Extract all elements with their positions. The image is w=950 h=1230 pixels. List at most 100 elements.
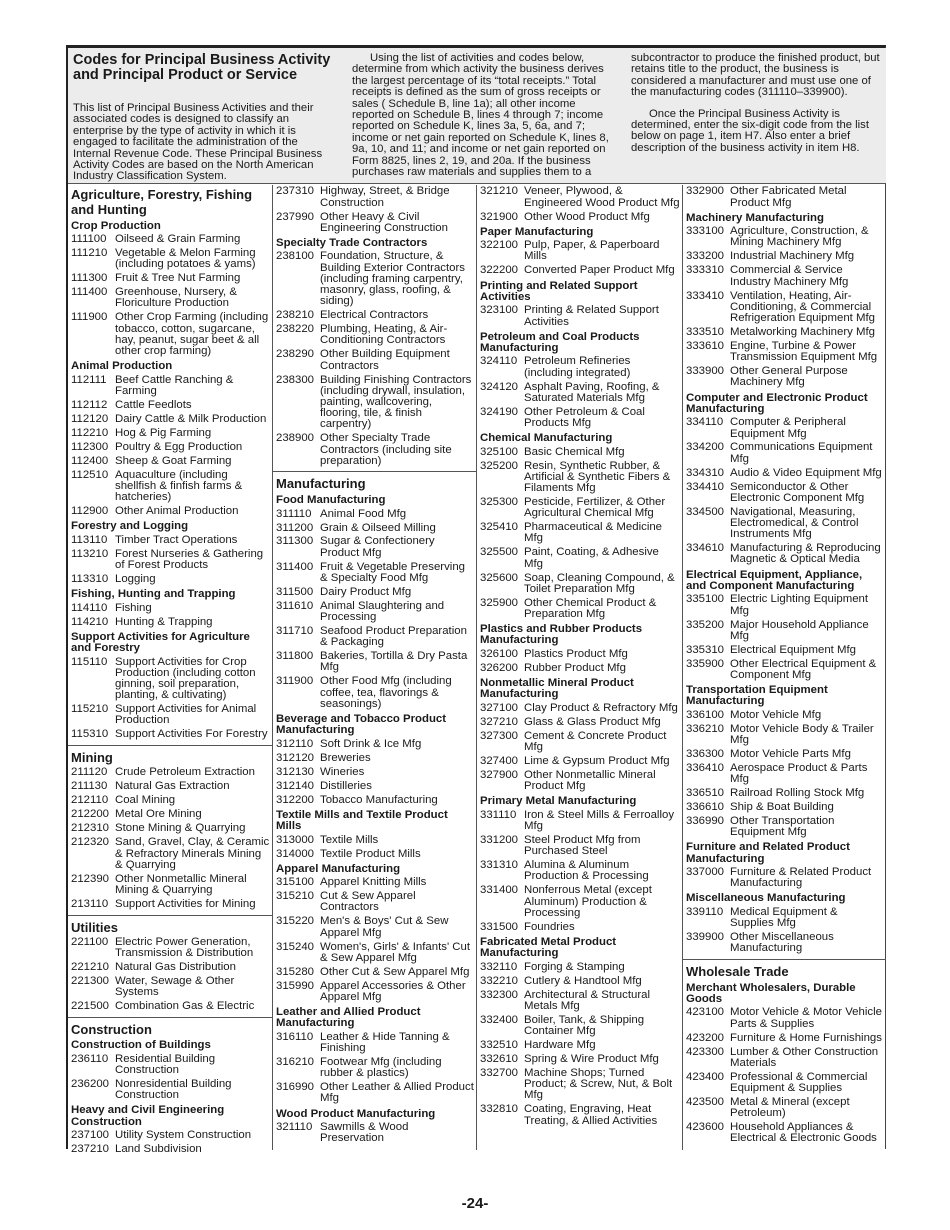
activity-code: 212390 — [71, 872, 110, 885]
code-entry: 311110 Animal Food Mfg — [273, 507, 476, 521]
activity-code: 111100 — [71, 233, 107, 246]
subsector-heading: Heavy and Civil Engineering Construction — [71, 1104, 225, 1128]
activity-description: Residential Building Construction — [115, 1052, 216, 1077]
activity-description: Other Wood Product Mfg — [524, 210, 650, 223]
activity-code: 324110 — [480, 355, 518, 368]
activity-code: 336990 — [686, 815, 725, 828]
activity-description: Other Heavy & Civil Engineering Construc… — [320, 210, 448, 234]
activity-code: 335310 — [686, 643, 725, 656]
code-entry: 311800 Bakeries, Tortilla & Dry Pasta Mfg — [273, 650, 476, 675]
code-entry: 339900 Other Miscellaneous Manufacturing — [683, 931, 886, 956]
activity-code: 321210 — [480, 185, 519, 198]
code-entry: 111900 Other Crop Farming (including toba… — [68, 311, 272, 359]
activity-code: 336300 — [686, 747, 725, 760]
sector-heading: Construction — [68, 1016, 272, 1038]
code-entry: 111300 Fruit & Tree Nut Farming — [68, 272, 272, 286]
activity-description: Foundries — [524, 920, 575, 933]
code-entry: 332300 Architectural & Structural Metals … — [477, 988, 682, 1013]
activity-description: Nonresidential Building Construction — [115, 1078, 232, 1102]
activity-description: Natural Gas Distribution — [115, 961, 236, 974]
activity-code: 115110 — [71, 655, 108, 668]
activity-code: 236200 — [71, 1078, 110, 1091]
subsector-heading: Textile Mills and Textile Product Mills — [276, 808, 448, 832]
code-entry: 326200 Rubber Product Mfg — [477, 662, 682, 676]
activity-code: 315220 — [276, 915, 315, 928]
activity-code: 325600 — [480, 571, 519, 584]
activity-code: 238300 — [276, 373, 315, 386]
sector-heading: Manufacturing — [273, 471, 476, 492]
activity-description: Support Activities for Animal Production — [115, 703, 257, 727]
header-panel: Codes for Principal Business Activity an… — [68, 48, 886, 184]
activity-code: 111400 — [71, 286, 108, 299]
code-entry: 332810 Coating, Engraving, Heat Treating,… — [477, 1103, 682, 1128]
sector-heading: Utilities — [68, 914, 272, 936]
activity-code: 238100 — [276, 250, 315, 263]
activity-code: 212320 — [71, 836, 110, 849]
activity-description: Women's, Girls' & Infants' Cut & Sew App… — [320, 940, 471, 964]
activity-description: Cutlery & Handtool Mfg — [524, 974, 642, 987]
activity-code: 236110 — [71, 1052, 109, 1065]
activity-code: 312140 — [276, 779, 315, 792]
subsector-heading: Wood Product Manufacturing — [276, 1107, 436, 1120]
activity-code: 315100 — [276, 876, 315, 889]
activity-description: Motor Vehicle Mfg — [730, 708, 822, 721]
code-entry: 325500 Paint, Coating, & Adhesive Mfg — [477, 546, 682, 571]
activity-code: 212200 — [71, 808, 110, 821]
activity-code: 333410 — [686, 289, 725, 302]
code-entry: 112120 Dairy Cattle & Milk Production — [68, 413, 272, 427]
activity-code: 331200 — [480, 834, 519, 847]
activity-code: 115310 — [71, 728, 109, 741]
activity-code: 111210 — [71, 247, 108, 260]
code-entry: 211130 Natural Gas Extraction — [68, 780, 272, 794]
activity-code: 112120 — [71, 412, 109, 425]
activity-code: 332510 — [480, 1039, 519, 1052]
activity-description: Textile Product Mills — [320, 847, 421, 860]
code-column-4: 332900 Other Fabricated Metal Product Mfg… — [682, 185, 886, 1150]
code-entry: 325900 Other Chemical Product & Preparati… — [477, 596, 682, 621]
activity-description: Land Subdivision — [115, 1143, 202, 1156]
activity-description: Printing & Related Support Activities — [524, 304, 659, 328]
activity-description: Other General Purpose Machinery Mfg — [730, 365, 848, 389]
activity-code: 325500 — [480, 546, 519, 559]
instructions-continued-text: subcontractor to produce the finished pr… — [631, 52, 880, 99]
code-entry: 316110 Leather & Hide Tanning & Finishing — [273, 1030, 476, 1055]
subsector-heading: Computer and Electronic Product Manufact… — [686, 391, 868, 415]
activity-description: Electrical Contractors — [320, 309, 429, 322]
activity-description: Motor Vehicle Parts Mfg — [730, 747, 851, 760]
activity-description: Pesticide, Fertilizer, & Other Agricultu… — [524, 496, 666, 520]
code-entry: 312140 Distilleries — [273, 779, 476, 793]
activity-description: Fruit & Vegetable Preserving & Specialty… — [320, 560, 465, 584]
activity-description: Steel Product Mfg from Purchased Steel — [524, 834, 641, 858]
code-entry: 327100 Clay Product & Refractory Mfg — [477, 701, 682, 715]
code-entry: 115110 Support Activities for Crop Produc… — [68, 655, 272, 703]
subsector-heading: Machinery Manufacturing — [686, 211, 824, 224]
subsector-heading: Specialty Trade Contractors — [276, 236, 428, 249]
activity-description: Other Specialty Trade Contractors (inclu… — [320, 432, 452, 467]
activity-code: 113210 — [71, 547, 109, 560]
subsector-heading: Forestry and Logging — [71, 520, 189, 533]
code-entry: 332610 Spring & Wire Product Mfg — [477, 1053, 682, 1067]
code-entry: 334110 Computer & Peripheral Equipment Mf… — [683, 416, 886, 441]
activity-code: 238220 — [276, 323, 315, 336]
activity-description: Other Building Equipment Contractors — [320, 348, 450, 372]
code-entry: 321110 Sawmills & Wood Preservation — [273, 1121, 476, 1146]
activity-code: 333900 — [686, 365, 725, 378]
code-entry: 311610 Animal Slaughtering and Processing — [273, 599, 476, 624]
activity-description: Medical Equipment & Supplies Mfg — [730, 906, 838, 930]
activity-description: Foundation, Structure, & Building Exteri… — [320, 250, 465, 308]
code-entry: 324110 Petroleum Refineries (including in… — [477, 355, 682, 380]
activity-description: Utility System Construction — [115, 1129, 252, 1142]
activity-description: Breweries — [320, 751, 371, 764]
code-entry: 333510 Metalworking Machinery Mfg — [683, 326, 886, 340]
activity-description: Leather & Hide Tanning & Finishing — [320, 1030, 450, 1055]
activity-description: Poultry & Egg Production — [115, 440, 243, 453]
subsector-heading: Fabricated Metal Product Manufacturing — [480, 935, 617, 960]
activity-description: Combination Gas & Electric — [115, 1000, 255, 1013]
activity-code: 325200 — [480, 459, 519, 472]
activity-description: Semiconductor & Other Electronic Compone… — [730, 480, 865, 504]
activity-code: 212110 — [71, 794, 109, 807]
code-entry: 331400 Nonferrous Metal (except Aluminum)… — [477, 884, 682, 920]
code-entry: 315240 Women's, Girls' & Infants' Cut & S… — [273, 940, 476, 965]
activity-description: Coating, Engraving, Heat Treating, & All… — [524, 1103, 658, 1127]
activity-description: Alumina & Aluminum Production & Processi… — [524, 859, 649, 883]
